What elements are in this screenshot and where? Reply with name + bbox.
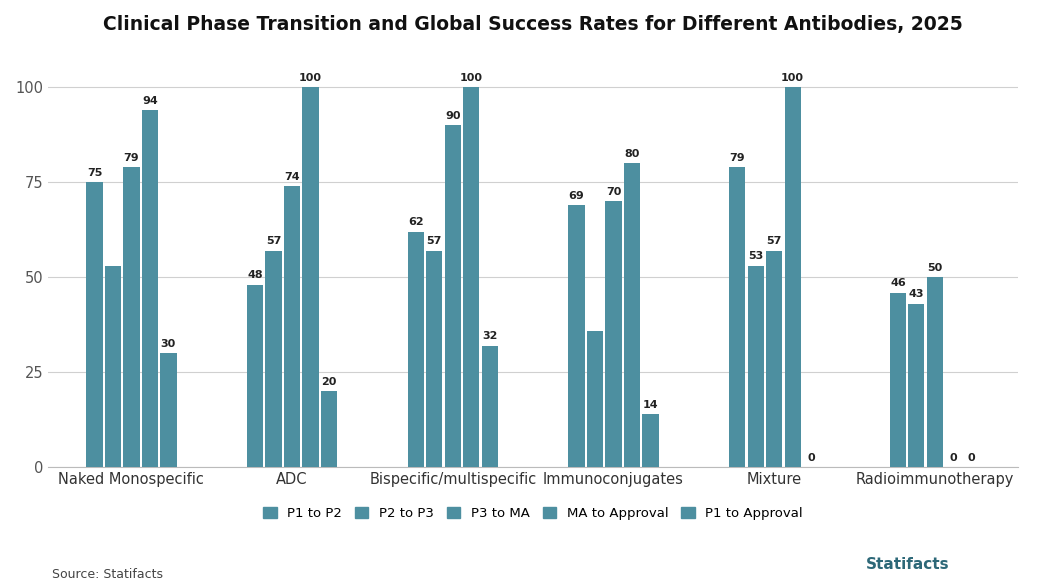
Text: 57: 57	[266, 237, 282, 247]
Text: 0: 0	[949, 453, 957, 463]
Text: 0: 0	[807, 453, 815, 463]
Text: 100: 100	[781, 73, 804, 83]
Text: 74: 74	[285, 171, 300, 182]
Text: 62: 62	[408, 217, 423, 227]
Bar	[247, 285, 263, 467]
Text: 57: 57	[427, 237, 442, 247]
Text: 57: 57	[767, 237, 782, 247]
Text: 50: 50	[927, 263, 943, 273]
Text: 14: 14	[642, 400, 658, 410]
Bar	[784, 87, 801, 467]
Text: 100: 100	[299, 73, 322, 83]
Bar	[444, 126, 461, 467]
Text: 53: 53	[748, 251, 763, 261]
Text: 46: 46	[890, 278, 905, 288]
Text: 79: 79	[124, 153, 139, 163]
Legend: P1 to P2, P2 to P3, P3 to MA, MA to Approval, P1 to Approval: P1 to P2, P2 to P3, P3 to MA, MA to Appr…	[259, 502, 808, 525]
Bar	[729, 167, 746, 467]
Bar	[87, 183, 102, 467]
Bar	[642, 414, 658, 467]
Text: 30: 30	[161, 339, 176, 349]
Bar	[890, 293, 906, 467]
Bar	[605, 201, 622, 467]
Text: 75: 75	[87, 168, 102, 178]
Bar	[908, 304, 924, 467]
Bar	[624, 163, 640, 467]
Bar	[408, 232, 423, 467]
Bar	[748, 266, 763, 467]
Text: 48: 48	[247, 271, 263, 281]
Bar	[587, 330, 603, 467]
Bar	[463, 87, 480, 467]
Bar	[766, 251, 782, 467]
Text: Statifacts: Statifacts	[866, 557, 949, 572]
Text: Source: Statifacts: Source: Statifacts	[52, 568, 163, 581]
Text: 94: 94	[142, 96, 157, 106]
Bar	[284, 186, 300, 467]
Bar	[104, 266, 121, 467]
Text: 32: 32	[482, 331, 498, 341]
Bar	[123, 167, 140, 467]
Bar	[266, 251, 282, 467]
Bar	[302, 87, 319, 467]
Title: Clinical Phase Transition and Global Success Rates for Different Antibodies, 202: Clinical Phase Transition and Global Suc…	[103, 15, 963, 34]
Bar	[142, 110, 159, 467]
Bar	[568, 205, 585, 467]
Bar	[321, 392, 337, 467]
Text: 0: 0	[968, 453, 975, 463]
Text: 90: 90	[445, 111, 461, 121]
Text: 79: 79	[729, 153, 745, 163]
Bar	[927, 278, 943, 467]
Text: 43: 43	[908, 289, 924, 299]
Text: 70: 70	[606, 187, 622, 197]
Text: 69: 69	[568, 191, 584, 201]
Bar	[427, 251, 442, 467]
Text: 80: 80	[625, 149, 639, 159]
Bar	[482, 346, 498, 467]
Bar	[161, 353, 176, 467]
Text: 100: 100	[460, 73, 483, 83]
Text: 20: 20	[321, 377, 337, 387]
